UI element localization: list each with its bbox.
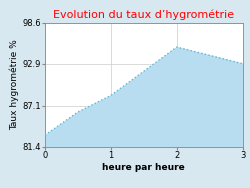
Y-axis label: Taux hygrométrie %: Taux hygrométrie %: [10, 39, 20, 130]
Title: Evolution du taux d’hygrométrie: Evolution du taux d’hygrométrie: [53, 10, 234, 20]
X-axis label: heure par heure: heure par heure: [102, 163, 185, 172]
